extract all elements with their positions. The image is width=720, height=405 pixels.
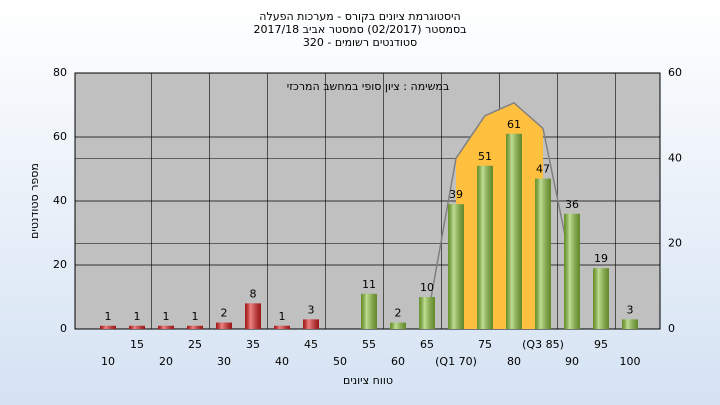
bar-shine xyxy=(100,325,116,329)
value-label: 2 xyxy=(221,307,228,320)
value-label: 1 xyxy=(163,310,170,323)
y-axis-label: מספר סטודנטים xyxy=(28,163,41,239)
x-tick-label: 55 xyxy=(362,338,376,351)
value-label: 8 xyxy=(250,287,257,300)
x-tick-label: 45 xyxy=(304,338,318,351)
annotation: במשימה : ציון סופי במחשב המרכזי xyxy=(287,80,450,93)
x-tick-label: 95 xyxy=(594,338,608,351)
bar-shine xyxy=(419,297,435,329)
bar-shine xyxy=(129,325,145,329)
x-tick-label: 65 xyxy=(420,338,434,351)
value-label: 1 xyxy=(192,310,199,323)
y2-tick-label: 20 xyxy=(668,237,682,250)
bar-shine xyxy=(216,322,232,329)
x-tick-label: 50 xyxy=(333,355,347,368)
y2-tick-label: 40 xyxy=(668,151,682,164)
bar-shine xyxy=(564,213,580,329)
x-tick-label: 10 xyxy=(101,355,115,368)
bar-shine xyxy=(158,325,174,329)
y-tick-label: 80 xyxy=(53,66,67,79)
x-tick-label: 100 xyxy=(620,355,641,368)
bar-shine xyxy=(506,133,522,329)
x-axis-label: טווח ציונים xyxy=(343,374,393,387)
value-label: 2 xyxy=(395,307,402,320)
x-tick-label: 15 xyxy=(130,338,144,351)
value-label: 3 xyxy=(308,303,315,316)
value-label: 51 xyxy=(478,150,492,163)
bar-shine xyxy=(390,322,406,329)
value-label: 3 xyxy=(627,303,634,316)
y-tick-label: 0 xyxy=(60,322,67,335)
x-tick-label: 80 xyxy=(507,355,521,368)
chart-title: היסטוגרמת ציונים בקורס - מערכות הפעלה xyxy=(259,10,460,23)
value-label: 61 xyxy=(507,118,521,131)
curve-line xyxy=(426,101,573,321)
x-tick-label: (Q3 85) xyxy=(522,338,564,351)
value-label: 1 xyxy=(105,310,112,323)
bar-shine xyxy=(593,268,609,329)
chart-subtitle: בסמסטר (02/2017) סמסטר אביב 2017/18 xyxy=(253,23,466,36)
x-tick-label: 20 xyxy=(159,355,173,368)
bar-shine xyxy=(477,165,493,329)
x-tick-label: 60 xyxy=(391,355,405,368)
value-label: 36 xyxy=(565,198,579,211)
x-tick-label: (Q1 70) xyxy=(435,355,477,368)
value-label: 47 xyxy=(536,163,550,176)
bar-shine xyxy=(245,303,261,329)
bar-shine xyxy=(361,293,377,329)
bar-shine xyxy=(448,204,464,329)
x-tick-label: 75 xyxy=(478,338,492,351)
x-tick-label: 40 xyxy=(275,355,289,368)
x-tick-label: 35 xyxy=(246,338,260,351)
value-label: 1 xyxy=(134,310,141,323)
bar-shine xyxy=(187,325,203,329)
value-label: 39 xyxy=(449,188,463,201)
bar-shine xyxy=(622,319,638,329)
chart-subtitle: סטודנטים רשומים - 320 xyxy=(303,36,417,49)
value-label: 1 xyxy=(279,310,286,323)
bar-shine xyxy=(535,178,551,329)
x-tick-label: 90 xyxy=(565,355,579,368)
y-tick-label: 60 xyxy=(53,130,67,143)
y2-tick-label: 0 xyxy=(668,322,675,335)
value-label: 10 xyxy=(420,281,434,294)
value-label: 11 xyxy=(362,278,376,291)
x-tick-label: 30 xyxy=(217,355,231,368)
x-tick-label: 25 xyxy=(188,338,202,351)
y-tick-label: 40 xyxy=(53,194,67,207)
y-tick-label: 20 xyxy=(53,258,67,271)
bar-shine xyxy=(303,319,319,329)
bar-shine xyxy=(274,325,290,329)
y2-tick-label: 60 xyxy=(668,66,682,79)
value-label: 19 xyxy=(594,252,608,265)
